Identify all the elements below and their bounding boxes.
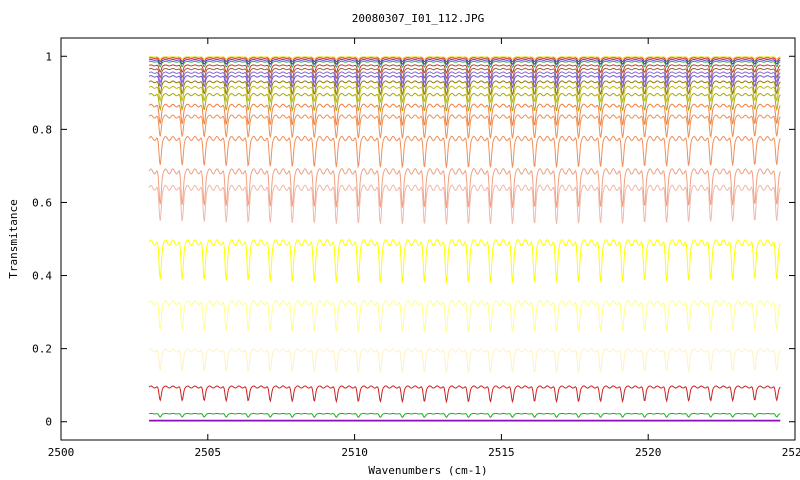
x-tick-label: 2525 (782, 446, 800, 459)
series-line (148, 75, 781, 89)
series-line (148, 239, 781, 283)
y-axis-label: Transmitance (7, 199, 20, 278)
series-line (148, 300, 781, 333)
series-line (148, 348, 781, 374)
x-tick-label: 2500 (48, 446, 75, 459)
series-line (148, 184, 781, 225)
series-line (149, 56, 781, 60)
series-line (148, 64, 781, 74)
x-tick-label: 2520 (635, 446, 662, 459)
series-line (148, 71, 781, 85)
series-line (148, 59, 781, 66)
y-tick-label: 0.8 (32, 123, 52, 136)
series-line (148, 114, 781, 140)
y-tick-label: 0.2 (32, 343, 52, 356)
x-tick-label: 2510 (341, 446, 368, 459)
series-line (148, 412, 781, 419)
y-tick-label: 0 (45, 416, 52, 429)
x-tick-label: 2505 (195, 446, 222, 459)
chart-title: 20080307_I01_112.JPG (352, 12, 484, 25)
y-tick-label: 1 (45, 50, 52, 63)
series-line (148, 385, 781, 404)
series-line (148, 67, 781, 80)
x-axis: 2500 2505 2510 2515 2520 2525 (48, 38, 800, 459)
series-line (148, 57, 781, 63)
series-line (148, 103, 781, 127)
x-tick-label: 2515 (488, 446, 515, 459)
y-tick-label: 0.4 (32, 270, 52, 283)
series-line (148, 85, 781, 104)
y-tick-label: 0.6 (32, 196, 52, 209)
y-axis: 0 0.2 0.4 0.6 0.8 1 (32, 50, 795, 429)
series-layer (148, 56, 781, 422)
series-line (148, 92, 781, 113)
series-line (148, 135, 781, 169)
series-line (148, 80, 781, 97)
series-line (148, 168, 781, 209)
series-line (148, 60, 781, 69)
plot-area (60, 37, 796, 441)
x-axis-label: Wavenumbers (cm-1) (368, 464, 487, 477)
